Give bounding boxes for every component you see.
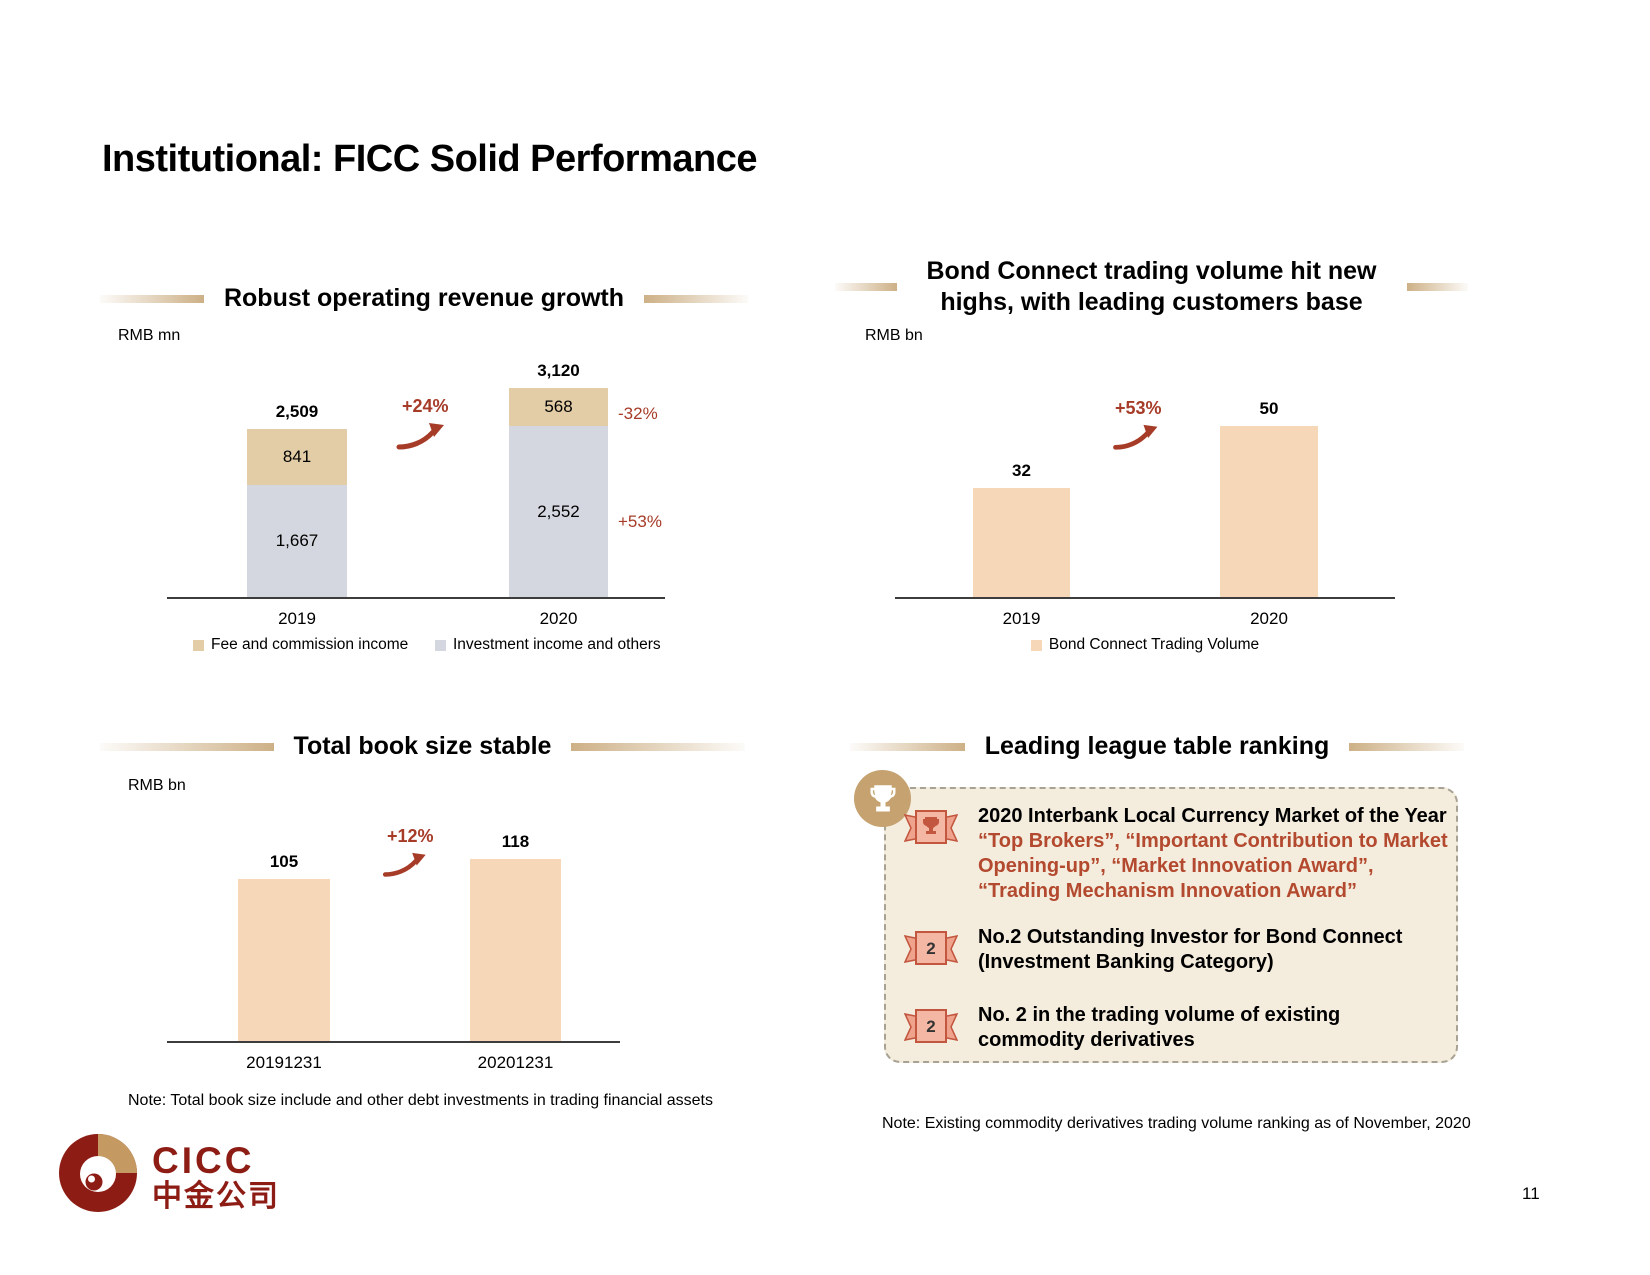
bar-column: 50 2020 [1220, 399, 1318, 628]
decorative-strip [850, 742, 965, 751]
section-header-league-table: Leading league table ranking [850, 731, 1464, 762]
logo-latin: CICC [152, 1140, 255, 1181]
legend-label: Investment income and others [453, 636, 661, 653]
unit-label: RMB bn [865, 327, 923, 344]
segment-change-label: -32% [618, 404, 658, 423]
x-axis-label: 2020 [539, 609, 578, 628]
chart-bond-connect: 32 2019 50 2020 [895, 360, 1395, 628]
x-axis-label: 2019 [1002, 609, 1041, 628]
chart-title: Total book size stable [293, 732, 552, 760]
chart-title: Robust operating revenue growth [223, 284, 625, 312]
legend-item: Fee and commission income [193, 636, 408, 654]
bar-column: 2,509 841 1,667 2019 [247, 402, 347, 628]
section-header-operating-revenue: Robust operating revenue growth [100, 283, 748, 314]
chart-total-book-size: 105 20191231 118 20201231 [167, 832, 620, 1072]
award-heading: No.2 Outstanding Investor for Bond Conne… [978, 926, 1403, 973]
legend-label: Bond Connect Trading Volume [1048, 636, 1260, 653]
x-axis-label: 2020 [1250, 609, 1288, 628]
bar [470, 859, 561, 1041]
award-badge-icon: 2 [904, 1009, 958, 1043]
legend-swatch [193, 639, 204, 651]
legend: Fee and commission income Investment inc… [167, 636, 665, 656]
growth-label: +12% [387, 826, 434, 846]
bar-column: 105 20191231 [238, 852, 330, 1072]
page-number: 11 [1522, 1184, 1540, 1203]
bar-total-label: 2,509 [275, 402, 319, 421]
bar-value-label: 105 [269, 852, 299, 871]
awards-panel [884, 787, 1458, 1063]
award-heading: No. 2 in the trading volume of existing … [978, 1004, 1341, 1051]
bar-column: 118 20201231 [470, 832, 561, 1072]
page-title: Institutional: FICC Solid Performance [102, 138, 758, 180]
decorative-strip [1406, 283, 1468, 291]
growth-label: +24% [402, 396, 449, 416]
award-heading: 2020 Interbank Local Currency Market of … [978, 805, 1447, 827]
x-axis-label: 20191231 [246, 1053, 322, 1072]
award-badge-icon [904, 810, 958, 844]
cicc-logo: CICC 中金公司 [57, 1132, 280, 1215]
awards-note: Note: Existing commodity derivatives tra… [882, 1115, 1471, 1132]
award-badge-icon: 2 [904, 931, 958, 965]
bar-total-label: 3,120 [537, 361, 580, 380]
award-text: No.2 Outstanding Investor for Bond Conne… [978, 925, 1430, 975]
chart-note: Note: Total book size include and other … [128, 1092, 713, 1109]
section-header-book-size: Total book size stable [100, 731, 745, 762]
award-item: 2 No.2 Outstanding Investor for Bond Con… [904, 925, 1430, 975]
growth-label: +53% [1115, 398, 1162, 418]
legend: Bond Connect Trading Volume [895, 636, 1395, 654]
bar [973, 488, 1070, 597]
decorative-strip [100, 742, 274, 751]
x-axis-label: 20201231 [477, 1053, 554, 1072]
cicc-logo-mark-icon [59, 1134, 137, 1212]
legend-swatch [435, 639, 446, 651]
bar-segment-fee: 568 [509, 388, 608, 426]
bar-value-label: 50 [1259, 399, 1279, 418]
decorative-strip [100, 294, 204, 303]
segment-change-label: +53% [618, 512, 662, 531]
bar-column: 3,120 568 2,552 2020 [509, 361, 608, 628]
bar-segment-fee: 841 [247, 429, 347, 485]
awards-title: Leading league table ranking [984, 732, 1330, 760]
chart-operating-revenue: 2,509 841 1,667 2019 3,120 568 2,552 2020 [167, 360, 665, 628]
bar-value-label: 118 [501, 832, 530, 851]
legend-label: Fee and commission income [211, 636, 409, 653]
award-item: 2020 Interbank Local Currency Market of … [904, 804, 1458, 904]
logo-chinese: 中金公司 [152, 1180, 280, 1213]
award-detail: “Top Brokers”, “Important Contribution t… [978, 830, 1448, 902]
legend-swatch [1030, 639, 1042, 651]
unit-label: RMB bn [128, 777, 186, 794]
decorative-strip [1349, 742, 1464, 751]
bar-segment-investment: 2,552 [509, 426, 608, 597]
bar-segment-investment: 1,667 [247, 485, 347, 597]
decorative-strip [571, 742, 745, 751]
award-text: No. 2 in the trading volume of existing … [978, 1003, 1430, 1053]
growth-arrow-icon [1112, 424, 1160, 457]
decorative-strip [835, 283, 897, 291]
bar [238, 879, 330, 1041]
growth-arrow-icon [382, 852, 428, 884]
trophy-circle-icon [854, 770, 911, 827]
bar-column: 32 2019 [973, 461, 1070, 628]
cicc-logo-text: CICC 中金公司 [152, 1142, 280, 1215]
svg-text:2: 2 [926, 1017, 935, 1036]
award-text: 2020 Interbank Local Currency Market of … [978, 804, 1458, 904]
decorative-strip [644, 294, 748, 303]
x-axis-label: 2019 [278, 609, 316, 628]
award-item: 2 No. 2 in the trading volume of existin… [904, 1003, 1430, 1053]
unit-label: RMB mn [118, 327, 181, 344]
bar [1220, 426, 1318, 597]
svg-text:2: 2 [926, 939, 935, 958]
section-header-bond-connect: Bond Connect trading volume hit new high… [835, 256, 1468, 318]
legend-item: Investment income and others [435, 636, 661, 654]
legend-item: Bond Connect Trading Volume [1030, 636, 1260, 654]
chart-title: Bond Connect trading volume hit new high… [926, 257, 1377, 316]
bar-value-label: 32 [1012, 461, 1031, 480]
growth-arrow-icon [396, 422, 446, 457]
